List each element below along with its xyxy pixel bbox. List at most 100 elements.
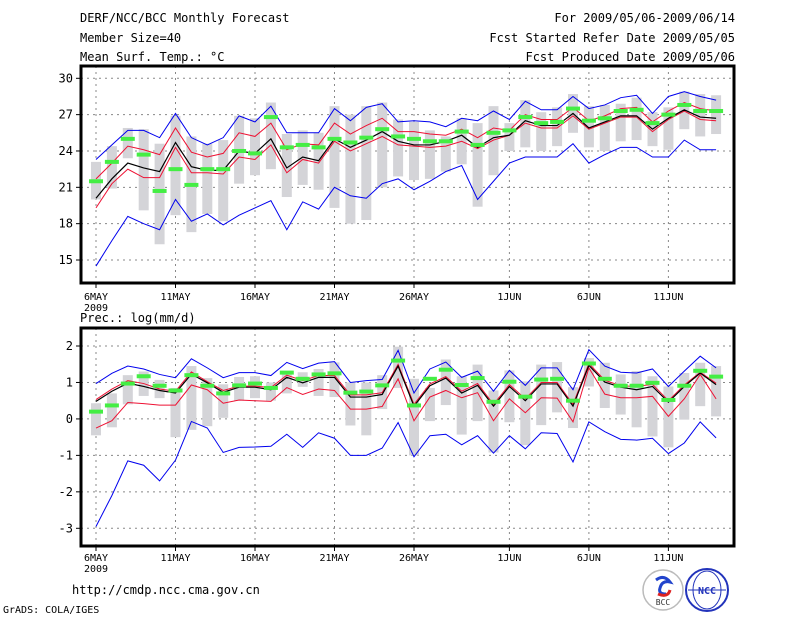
ensemble-range-bar — [218, 140, 229, 222]
observed-marker — [407, 403, 421, 408]
bcc-logo-text: BCC — [656, 598, 671, 607]
observed-marker — [438, 139, 453, 144]
observed-marker — [597, 376, 612, 381]
observed-marker — [629, 107, 644, 112]
x-tick-label: 6JUN — [577, 553, 601, 564]
ensemble-range-bar — [345, 382, 356, 426]
ensemble-range-bar — [218, 384, 229, 418]
ensemble-range-bar — [377, 102, 388, 188]
observed-marker — [661, 112, 676, 117]
ensemble-range-bar — [536, 364, 547, 426]
ensemble-range-bar — [631, 97, 642, 141]
observed-marker — [438, 367, 453, 372]
observed-marker — [597, 116, 612, 121]
y-tick-label: -2 — [59, 485, 73, 499]
observed-marker — [184, 373, 199, 378]
x-tick-label: 26MAY — [399, 292, 429, 303]
y-tick-label: 21 — [59, 180, 73, 194]
ensemble-range-bar — [488, 106, 499, 176]
observed-marker — [645, 380, 660, 385]
ensemble-range-bar — [424, 130, 435, 179]
max-line — [95, 348, 717, 395]
observed-marker — [422, 376, 437, 381]
y-tick-label: 15 — [59, 253, 73, 267]
ensemble-range-bar — [472, 123, 483, 207]
y-tick-label: 2 — [66, 339, 73, 353]
ensemble-range-bar — [122, 375, 133, 405]
spread-lower-line — [95, 110, 717, 209]
ensemble-range-bar — [265, 382, 276, 401]
spread-upper-line — [95, 101, 717, 180]
observed-marker — [550, 119, 565, 124]
observed-marker — [677, 102, 692, 107]
ensemble-range-bar — [504, 370, 515, 423]
ensemble-range-bar — [568, 387, 578, 429]
y-tick-label: 24 — [59, 144, 73, 158]
ensemble-range-bar — [106, 146, 117, 189]
observed-marker — [343, 140, 358, 145]
ensemble-range-bar — [281, 371, 292, 394]
x-tick-label: 21MAY — [319, 292, 349, 303]
source-url[interactable]: http://cmdp.ncc.cma.gov.cn — [72, 583, 260, 597]
ensemble-range-bar — [583, 106, 594, 148]
observed-marker — [645, 121, 660, 126]
spread-upper-line — [95, 362, 717, 406]
ensemble-range-bar — [234, 376, 245, 401]
observed-marker — [89, 179, 103, 184]
observed-marker — [104, 403, 119, 408]
observed-marker — [168, 167, 183, 172]
observed-marker — [184, 182, 199, 187]
observed-marker — [168, 388, 183, 393]
ensemble-range-bar — [695, 362, 706, 407]
ensemble-range-bar — [647, 376, 658, 437]
x-tick-label: 11MAY — [160, 553, 190, 564]
forecast-period: For 2009/05/06-2009/06/14 — [554, 11, 735, 25]
observed-marker — [359, 389, 374, 394]
observed-marker — [120, 381, 135, 386]
observed-marker — [279, 145, 294, 150]
ensemble-range-bar — [250, 118, 260, 176]
ncc-logo: NCC — [685, 568, 729, 612]
observed-marker — [152, 188, 167, 193]
ensemble-range-bar — [504, 123, 515, 151]
ensemble-range-bar — [122, 127, 133, 159]
observed-marker — [279, 370, 294, 375]
observed-marker — [232, 148, 247, 153]
spread-lower-line — [95, 366, 717, 429]
observed-marker — [263, 115, 278, 120]
x-tick-label: 16MAY — [240, 553, 270, 564]
ensemble-range-bar — [329, 362, 340, 398]
observed-marker — [200, 167, 215, 172]
observed-marker — [709, 109, 724, 114]
observed-marker — [534, 377, 549, 382]
observed-marker — [470, 142, 485, 147]
ensemble-range-bar — [361, 106, 372, 221]
observed-marker — [454, 383, 469, 388]
ensemble-range-bar — [679, 372, 690, 420]
min-line — [95, 139, 717, 267]
observed-marker — [486, 130, 501, 135]
ensemble-range-bar — [552, 107, 563, 147]
observed-marker — [295, 142, 310, 147]
observed-marker — [136, 152, 151, 157]
observed-marker — [136, 374, 151, 379]
ensemble-range-bar — [409, 121, 419, 181]
ncc-logo-text: NCC — [698, 586, 716, 597]
x-tick-label: 1JUN — [497, 292, 521, 303]
observed-marker — [581, 118, 596, 123]
observed-marker — [391, 134, 406, 139]
observed-marker — [454, 129, 469, 134]
ensemble-range-bar — [281, 134, 292, 198]
observed-marker — [120, 136, 135, 141]
observed-marker — [422, 139, 437, 144]
figure-title: DERF/NCC/BCC Monthly Forecast — [80, 11, 290, 25]
x-tick-label: 6JUN — [577, 292, 601, 303]
observed-marker — [613, 109, 628, 114]
observed-marker — [89, 409, 103, 414]
ensemble-range-bar — [695, 94, 706, 137]
observed-marker — [343, 390, 358, 395]
ensemble-range-bar — [202, 143, 213, 214]
observed-marker — [391, 358, 406, 363]
observed-marker — [693, 109, 708, 114]
